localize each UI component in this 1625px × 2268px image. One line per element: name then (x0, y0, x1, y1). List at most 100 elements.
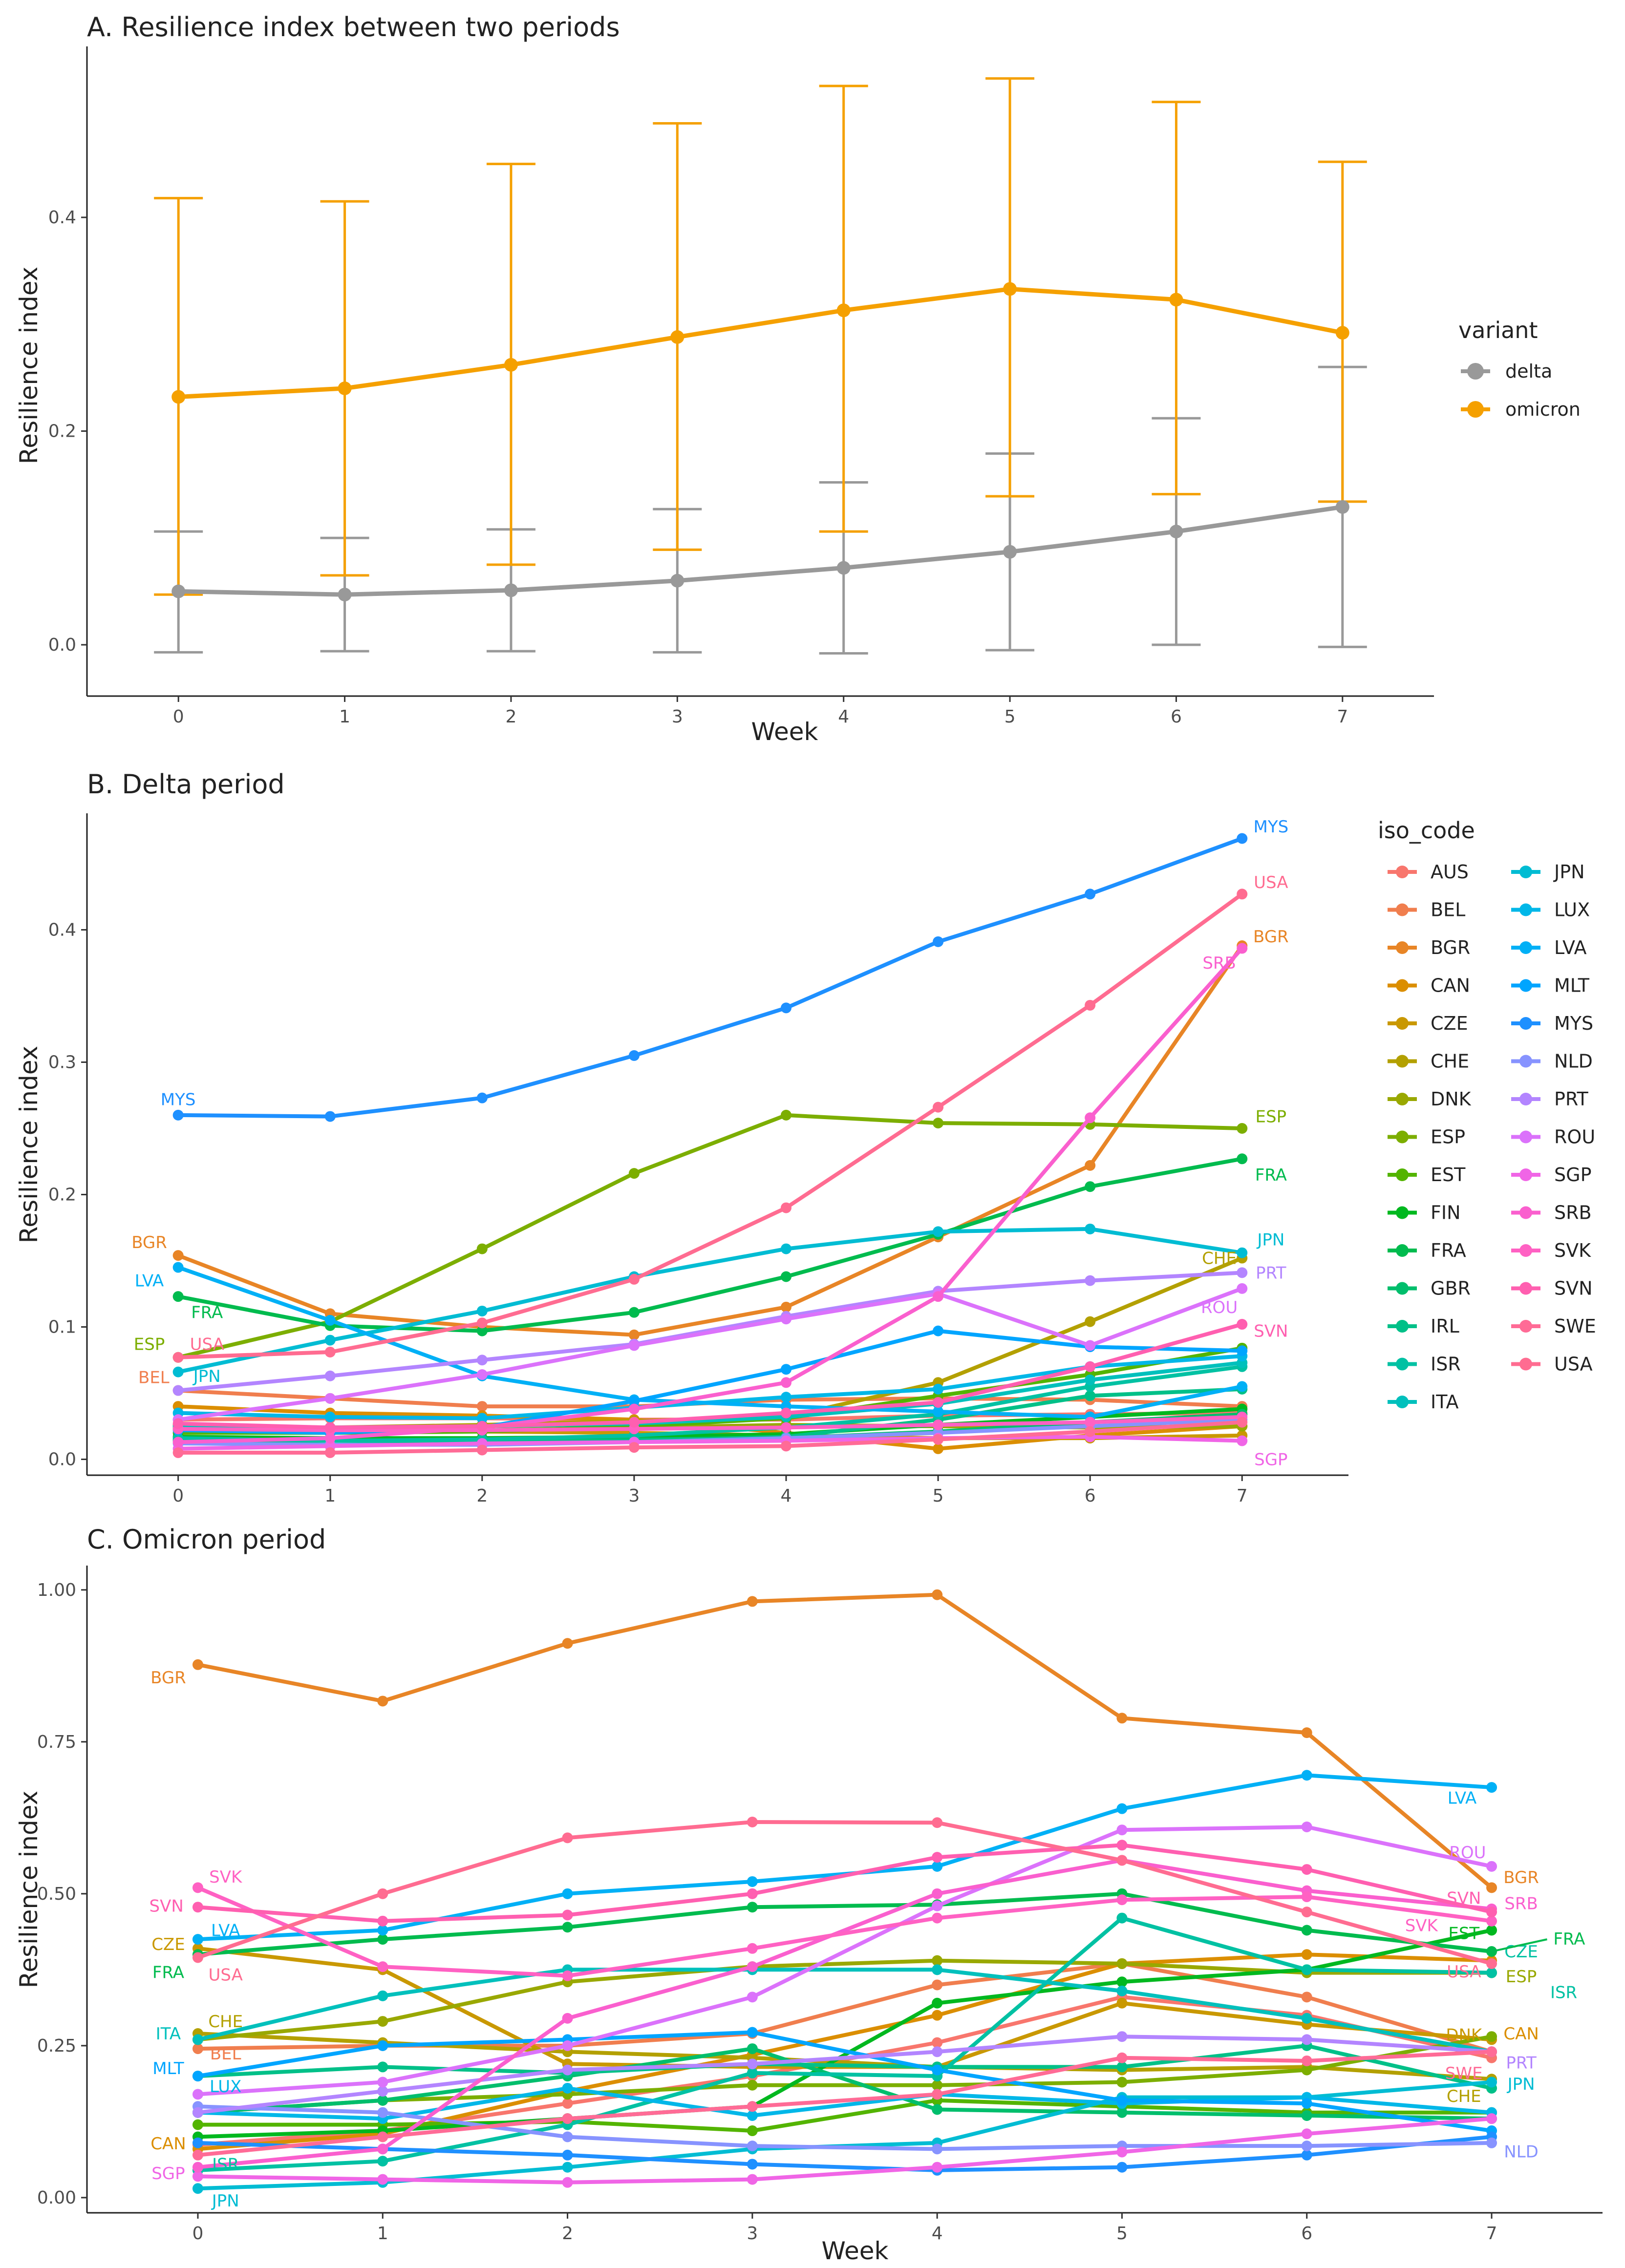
data-point-mys (172, 1109, 184, 1121)
data-point-lva (172, 1262, 184, 1273)
data-point-bgr (1116, 1713, 1128, 1724)
data-point-rou (1085, 1340, 1096, 1351)
data-point-rou (1116, 1824, 1128, 1836)
x-tick-label: 2 (476, 1486, 488, 1506)
data-point-lux (780, 1392, 791, 1403)
data-label-svn: SVN (150, 1897, 184, 1916)
data-point-usa (562, 1832, 573, 1844)
x-tick-label: 5 (933, 1486, 944, 1506)
data-label-lva: LVA (135, 1272, 164, 1291)
data-point-fin (932, 1997, 943, 2009)
data-point-swe (1301, 2055, 1312, 2066)
data-label-rou: ROU (1201, 1298, 1238, 1317)
data-point-mlt (1237, 1345, 1248, 1357)
data-point-srb (628, 1403, 640, 1415)
series-line-lva (176, 1265, 1244, 1419)
data-point-lva (933, 1406, 944, 1417)
data-point-can (932, 2010, 943, 2021)
data-point-prt (324, 1370, 336, 1381)
data-point-svn (628, 1417, 640, 1428)
series-line-mys (196, 2135, 1494, 2172)
data-point-esp (1486, 2031, 1497, 2042)
data-point-fra (377, 1934, 388, 1945)
data-point-sgp (1237, 1435, 1248, 1446)
x-tick-label: 3 (628, 1486, 640, 1506)
data-point-rou (1486, 1861, 1497, 1872)
x-tick-label: 5 (1116, 2224, 1128, 2244)
legend-label-prt: PRT (1554, 1088, 1589, 1110)
legend-item-mys: MYS (1511, 1013, 1593, 1034)
data-label-srb: SRB (1202, 954, 1236, 973)
data-label-bgr: BGR (1253, 927, 1289, 947)
data-label-svk: SVK (1405, 1916, 1439, 1936)
data-point-fra (780, 1271, 791, 1282)
legend-key-point (1519, 903, 1532, 916)
series-svn (192, 1840, 1497, 1927)
panel-a: A. Resilience index between two periods … (15, 12, 1581, 746)
data-point-ita (932, 1964, 943, 1975)
series-line-mlt (196, 2030, 1494, 2133)
legend-key-point (1519, 1055, 1532, 1068)
data-point-swe (780, 1441, 791, 1452)
data-point-sgp (562, 2177, 573, 2188)
legend-label-che: CHE (1431, 1051, 1469, 1072)
data-label-swe: SWE (1445, 2064, 1483, 2083)
legend-item-mlt: MLT (1511, 975, 1590, 996)
data-point-swe (1237, 1417, 1248, 1428)
data-point-swe (1486, 2046, 1497, 2057)
data-point-bgr (628, 1329, 640, 1340)
data-point-lux (562, 2082, 573, 2094)
data-point-prt (932, 2046, 943, 2057)
data-point-dnk (377, 2016, 388, 2027)
series-line-fra (176, 1157, 1244, 1333)
data-point-sgp (377, 2174, 388, 2185)
series-line-lux (196, 2086, 1494, 2121)
series-swe (172, 1417, 1248, 1458)
data-label-sgp: SGP (151, 2164, 185, 2183)
series-line-delta (176, 505, 1345, 597)
legend-key-point (1519, 1130, 1532, 1144)
legend-item-svn: SVN (1511, 1278, 1593, 1299)
x-tick-label: 1 (339, 707, 350, 727)
data-point-rou (780, 1314, 791, 1325)
data-point-svn (932, 1852, 943, 1863)
data-point-bgr (1486, 1882, 1497, 1893)
panel-a-legend: variant delta omicron (1458, 317, 1581, 420)
legend-key-point-delta (1467, 363, 1484, 380)
data-point-mlt (192, 2071, 203, 2082)
data-point-jpn (192, 2183, 203, 2194)
data-point-esp (932, 2079, 943, 2091)
x-tick-label: 4 (781, 1486, 792, 1506)
legend-label-cze: CZE (1431, 1013, 1468, 1034)
series-line-fra (196, 1891, 1494, 1957)
data-point-usa (932, 1817, 943, 1828)
series-line-est (196, 2098, 1494, 2133)
data-point-nld (1301, 2141, 1312, 2152)
series-line-usa (196, 1820, 1494, 1966)
y-tick-label: 0.00 (37, 2188, 76, 2208)
data-label-fra: FRA (191, 1303, 223, 1323)
data-point-delta (1169, 525, 1183, 539)
data-label-isr: ISR (1550, 1983, 1577, 2002)
series-usa (192, 1817, 1497, 1969)
panel-b-legend-title: iso_code (1378, 817, 1475, 844)
data-point-isr (1301, 1964, 1312, 1975)
x-tick-label: 0 (173, 707, 184, 727)
data-point-svn (172, 1418, 184, 1429)
data-point-est (747, 2125, 758, 2137)
data-point-aus (932, 2037, 943, 2048)
data-point-usa (747, 1817, 758, 1828)
data-label-nld: NLD (1504, 2142, 1539, 2162)
data-point-fra (1237, 1153, 1248, 1165)
data-point-mys (1085, 889, 1096, 900)
data-label-dnk: DNK (1446, 2025, 1483, 2045)
legend-label-rou: ROU (1554, 1126, 1595, 1148)
data-point-svk (747, 1943, 758, 1954)
data-label-esp: ESP (134, 1335, 165, 1355)
series-rou (172, 1283, 1248, 1425)
data-point-usa (476, 1317, 488, 1329)
data-point-swe (1085, 1426, 1096, 1437)
data-point-svk (1301, 1891, 1312, 1903)
data-label-prt: PRT (1506, 2054, 1537, 2073)
legend-item-ita: ITA (1388, 1391, 1458, 1413)
